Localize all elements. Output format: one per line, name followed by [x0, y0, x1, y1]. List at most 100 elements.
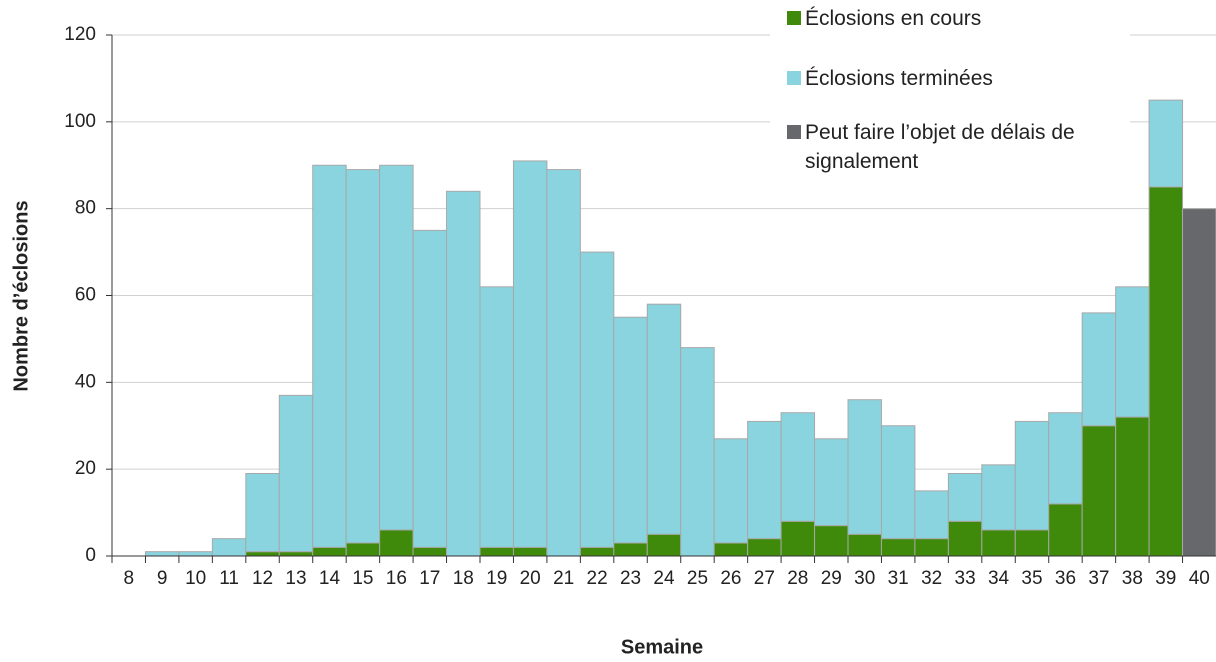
x-tick-label: 14 [319, 568, 341, 589]
x-tick-label: 36 [1055, 568, 1076, 589]
legend-item: Éclosions en cours [787, 4, 1122, 33]
bar-segment [880, 538, 916, 557]
bar-segment [713, 438, 749, 544]
bar-segment [245, 473, 280, 553]
x-tick-label: 25 [687, 568, 708, 589]
bar-segment [646, 533, 682, 557]
bar-segment [947, 520, 983, 557]
bar-segment [981, 464, 1016, 531]
bar-segment [914, 490, 949, 540]
bar-segment [747, 420, 782, 540]
bar-segment [613, 316, 648, 544]
bar-segment [312, 546, 347, 557]
bar-segment [1115, 286, 1150, 418]
bar-segment [412, 229, 448, 548]
x-tick-label: 15 [352, 568, 373, 589]
bar-segment [345, 542, 381, 557]
y-tick-label: 40 [75, 371, 96, 392]
x-tick-label: 28 [787, 568, 808, 589]
legend-label: Éclosions terminées [805, 67, 993, 90]
bar-segment [1148, 99, 1184, 188]
x-tick-label: 19 [486, 568, 507, 589]
x-tick-label: 10 [185, 568, 206, 589]
y-tick-label: 120 [64, 24, 96, 45]
x-tick-label: 23 [620, 568, 641, 589]
bar-segment [914, 538, 949, 557]
y-tick-label: 100 [64, 111, 96, 132]
legend-item: Peut faire l’objet de délais de signalem… [787, 118, 1122, 176]
bar-segment [1115, 416, 1150, 557]
legend-label: Éclosions en cours [805, 7, 982, 30]
bar-segment [144, 551, 180, 557]
bar-segment [579, 546, 615, 557]
legend-swatch [787, 125, 801, 139]
bar-segment [1014, 529, 1050, 557]
bar-segment [713, 542, 749, 557]
bar-segment [814, 525, 849, 557]
x-tick-label: 33 [955, 568, 976, 589]
bar-segment [479, 546, 514, 557]
bar-segment [379, 529, 414, 557]
bar-segment [446, 190, 481, 557]
bar-segment [1182, 208, 1216, 557]
x-tick-label: 9 [157, 568, 168, 589]
bar-segment [211, 538, 247, 557]
x-tick-label: 34 [988, 568, 1010, 589]
bar-segment [278, 394, 314, 553]
x-axis-title: Semaine [621, 636, 703, 658]
x-tick-label: 11 [219, 568, 239, 589]
x-tick-label: 32 [921, 568, 942, 589]
bar-segment [747, 538, 782, 557]
bar-segment [1014, 420, 1050, 531]
x-tick-label: 31 [888, 568, 909, 589]
bar-segment [379, 164, 414, 531]
x-tick-label: 18 [453, 568, 474, 589]
legend-label: Peut faire l’objet de délais de signalem… [805, 121, 1075, 173]
x-tick-label: 26 [720, 568, 741, 589]
x-tick-label: 39 [1155, 568, 1176, 589]
y-tick-label: 60 [75, 285, 96, 306]
y-axis-title: Nombre d’éclosions [10, 200, 32, 391]
bar-segment [312, 164, 347, 548]
bar-segment [981, 529, 1016, 557]
x-tick-label: 24 [653, 568, 675, 589]
bar-segment [512, 160, 548, 548]
x-tick-label: 29 [821, 568, 842, 589]
bar-segment [512, 546, 548, 557]
bar-segment [479, 286, 514, 548]
bar-segment [245, 551, 280, 557]
y-tick-label: 0 [85, 545, 96, 566]
bar-segment [1081, 425, 1117, 557]
bar-segment [814, 438, 849, 527]
x-tick-label: 40 [1189, 568, 1210, 589]
x-tick-label: 12 [252, 568, 273, 589]
x-tick-label: 37 [1088, 568, 1109, 589]
bar-segment [1148, 186, 1184, 557]
y-tick-label: 80 [75, 198, 96, 219]
bar-segment [546, 169, 581, 557]
x-tick-label: 22 [587, 568, 608, 589]
bar-segment [646, 303, 682, 535]
x-tick-label: 38 [1122, 568, 1143, 589]
legend-item: Éclosions terminées [787, 64, 1122, 93]
bar-segment [579, 251, 615, 548]
bar-segment [1048, 412, 1083, 505]
bar-segment [613, 542, 648, 557]
x-tick-label: 17 [419, 568, 440, 589]
x-tick-label: 13 [285, 568, 306, 589]
x-tick-label: 8 [123, 568, 134, 589]
x-tick-label: 21 [553, 568, 574, 589]
x-tick-label: 20 [520, 568, 541, 589]
bar-segment [847, 399, 882, 535]
x-tick-label: 30 [854, 568, 875, 589]
bar-segment [947, 473, 983, 522]
x-tick-label: 16 [386, 568, 407, 589]
bar-segment [345, 169, 381, 544]
bar-segment [178, 551, 213, 557]
legend-swatch [787, 71, 801, 85]
x-tick-label: 27 [754, 568, 775, 589]
bar-segment [780, 412, 816, 522]
bar-segment [1048, 503, 1083, 557]
